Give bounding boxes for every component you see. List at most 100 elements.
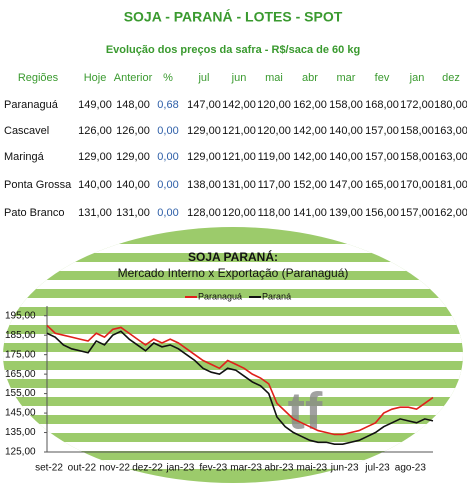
y-tick-label: 185,00 (5, 330, 36, 341)
cell: 0,00 (157, 179, 178, 191)
x-tick-label: out-22 (68, 463, 97, 474)
cell: 120,00 (257, 125, 291, 137)
cell: 120,00 (222, 207, 256, 219)
row-label: Paranaguá (4, 99, 59, 111)
x-tick-label: jan-23 (165, 463, 194, 474)
y-tick-label: 155,00 (5, 388, 36, 399)
row-label: Cascavel (4, 125, 49, 137)
cell: 157,00 (365, 125, 399, 137)
cell: 126,00 (116, 125, 150, 137)
column-header: jul (197, 72, 209, 84)
cell: 128,00 (187, 207, 221, 219)
x-tick-label: mai-23 (297, 463, 328, 474)
svg-text:tf: tf (288, 383, 323, 441)
title: SOJA - PARANÁ - LOTES - SPOT (124, 9, 343, 25)
column-header: % (163, 72, 173, 84)
y-tick-label: 145,00 (5, 408, 36, 419)
cell: 172,00 (400, 99, 434, 111)
cell: 140,00 (78, 179, 112, 191)
cell: 180,00 (434, 99, 467, 111)
cell: 163,00 (434, 125, 467, 137)
y-tick-label: 195,00 (5, 310, 36, 321)
y-tick-label: 165,00 (5, 369, 36, 380)
cell: 131,00 (222, 179, 256, 191)
cell: 157,00 (365, 151, 399, 163)
cell: 157,00 (400, 207, 434, 219)
y-tick-label: 135,00 (5, 427, 36, 438)
column-header: Anterior (114, 72, 153, 84)
cell: 158,00 (400, 125, 434, 137)
cell: 0,68 (157, 99, 178, 111)
legend-label: Paraná (262, 291, 291, 301)
subtitle: Evolução dos preços da safra - R$/saca d… (106, 44, 360, 56)
cell: 162,00 (434, 207, 467, 219)
cell: 181,00 (434, 179, 467, 191)
cell: 158,00 (400, 151, 434, 163)
series-line (46, 330, 434, 446)
cell: 147,00 (187, 99, 221, 111)
cell: 148,00 (116, 99, 150, 111)
chart: 125,00 135,00 145,00 155,00 165,00 175,00 185,… (5, 291, 434, 474)
cell: 147,00 (329, 179, 363, 191)
cell: 139,00 (329, 207, 363, 219)
column-header: Hoje (84, 72, 107, 84)
x-tick-label: set-22 (35, 463, 63, 474)
column-header: mai (265, 72, 283, 84)
row-label: Pato Branco (4, 207, 65, 219)
cell: 121,00 (222, 151, 256, 163)
column-header: fev (375, 72, 390, 84)
x-tick-label: jul-23 (364, 463, 390, 474)
cell: 129,00 (78, 151, 112, 163)
cell: 152,00 (293, 179, 327, 191)
column-header: mar (337, 72, 356, 84)
x-tick-label: fev-23 (199, 463, 227, 474)
cell: 0,00 (157, 207, 178, 219)
column-header: abr (302, 72, 318, 84)
cell: 119,00 (258, 151, 291, 163)
x-tick-label: nov-22 (99, 463, 130, 474)
x-tick-label: jun-23 (330, 463, 359, 474)
column-header: jan (409, 72, 425, 84)
cell: 142,00 (293, 125, 327, 137)
cell: 168,00 (365, 99, 399, 111)
cell: 121,00 (222, 125, 256, 137)
cell: 156,00 (365, 207, 399, 219)
cell: 163,00 (434, 151, 467, 163)
cell: 0,00 (157, 125, 178, 137)
cell: 129,00 (116, 151, 150, 163)
row-label: Ponta Grossa (4, 179, 72, 191)
cell: 140,00 (329, 125, 363, 137)
y-tick-label: 175,00 (5, 349, 36, 360)
cell: 141,00 (293, 207, 327, 219)
chart-subtitle: Mercado Interno x Exportação (Paranaguá) (118, 266, 349, 280)
cell: 131,00 (116, 207, 150, 219)
cell: 138,00 (187, 179, 221, 191)
table: Regiões Hoje Anterior% jul jun mai abr mar fev ja… (4, 72, 467, 219)
cell: 0,00 (157, 151, 178, 163)
chart-title: SOJA PARANÁ: (188, 249, 278, 264)
cell: 117,00 (258, 179, 291, 191)
cell: 120,00 (257, 99, 291, 111)
legend-label: Paranaguá (198, 291, 242, 301)
series-line (46, 324, 434, 436)
row-label: Maringá (4, 151, 45, 163)
cell: 162,00 (293, 99, 327, 111)
column-header: jun (231, 72, 247, 84)
y-tick-label: 125,00 (5, 447, 36, 458)
cell: 158,00 (329, 99, 363, 111)
cell: 129,00 (187, 125, 221, 137)
cell: 126,00 (78, 125, 112, 137)
cell: 142,00 (222, 99, 256, 111)
column-header: Regiões (18, 72, 59, 84)
column-header: dez (442, 72, 460, 84)
x-tick-label: ago-23 (395, 463, 427, 474)
cell: 140,00 (116, 179, 150, 191)
x-tick-label: mar-23 (230, 463, 262, 474)
cell: 170,00 (400, 179, 434, 191)
cell: 149,00 (78, 99, 112, 111)
x-tick-label: abr-23 (265, 463, 294, 474)
background-logo: tf (3, 227, 463, 483)
x-tick-label: dez-22 (132, 463, 163, 474)
cell: 140,00 (329, 151, 363, 163)
